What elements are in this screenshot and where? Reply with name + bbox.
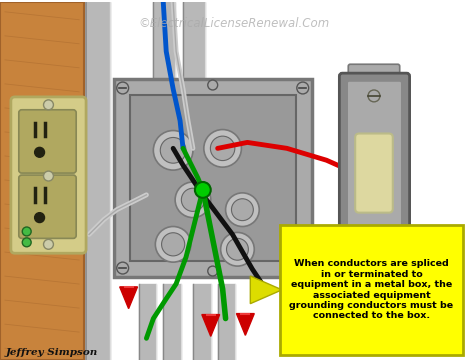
Text: Jeffrey Simpson: Jeffrey Simpson [6,348,98,357]
Circle shape [154,131,193,170]
FancyBboxPatch shape [280,224,463,355]
Circle shape [155,227,191,262]
Bar [129,95,296,261]
Circle shape [368,239,380,250]
Circle shape [210,136,235,161]
Circle shape [220,232,254,266]
Circle shape [297,82,309,94]
FancyBboxPatch shape [339,73,410,267]
Text: ©ElectricalLicenseRenewal.Com: ©ElectricalLicenseRenewal.Com [139,17,330,30]
Circle shape [44,171,54,181]
FancyBboxPatch shape [19,175,76,239]
Circle shape [226,193,259,227]
Circle shape [44,239,54,249]
Bar [183,2,205,89]
Polygon shape [237,313,254,335]
Circle shape [394,230,404,239]
Polygon shape [250,276,282,304]
FancyBboxPatch shape [347,81,401,259]
FancyBboxPatch shape [348,64,400,82]
Bar [163,284,181,360]
Circle shape [227,238,248,260]
Circle shape [368,90,380,102]
Bar [86,2,110,360]
Circle shape [208,80,218,90]
Circle shape [22,238,31,247]
FancyBboxPatch shape [19,110,76,173]
Circle shape [195,182,211,198]
FancyBboxPatch shape [11,97,86,253]
Circle shape [208,266,218,276]
Bar [0,2,84,360]
Text: When conductors are spliced
in or terminated to
equipment in a metal box, the
as: When conductors are spliced in or termin… [290,259,454,320]
Circle shape [22,227,31,236]
Circle shape [160,138,186,163]
Circle shape [182,188,204,211]
Circle shape [297,262,309,274]
Circle shape [44,100,54,110]
Bar [0,2,84,360]
Circle shape [231,199,253,220]
Bar [193,284,211,360]
Circle shape [117,262,128,274]
Bar [154,2,175,89]
Polygon shape [202,315,219,336]
Circle shape [35,147,45,157]
Circle shape [117,82,128,94]
Circle shape [35,212,45,223]
Circle shape [175,182,211,218]
Circle shape [204,130,241,167]
Polygon shape [120,287,137,309]
Bar [218,284,236,360]
FancyBboxPatch shape [348,260,400,278]
FancyBboxPatch shape [355,134,393,212]
Bar [114,79,312,277]
Circle shape [162,233,185,256]
Bar [138,284,156,360]
